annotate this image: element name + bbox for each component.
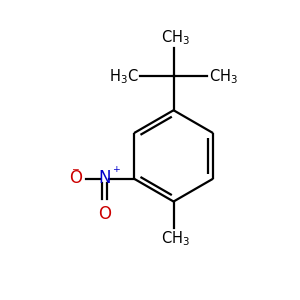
Text: O: O [98, 205, 111, 223]
Text: O: O [69, 169, 82, 187]
Text: CH$_3$: CH$_3$ [160, 28, 190, 47]
Text: $^-$: $^-$ [70, 166, 80, 179]
Text: N: N [98, 169, 111, 187]
Text: CH$_3$: CH$_3$ [208, 67, 238, 86]
Text: $^+$: $^+$ [111, 166, 122, 179]
Text: CH$_3$: CH$_3$ [160, 229, 190, 248]
Text: H$_3$C: H$_3$C [109, 67, 139, 86]
